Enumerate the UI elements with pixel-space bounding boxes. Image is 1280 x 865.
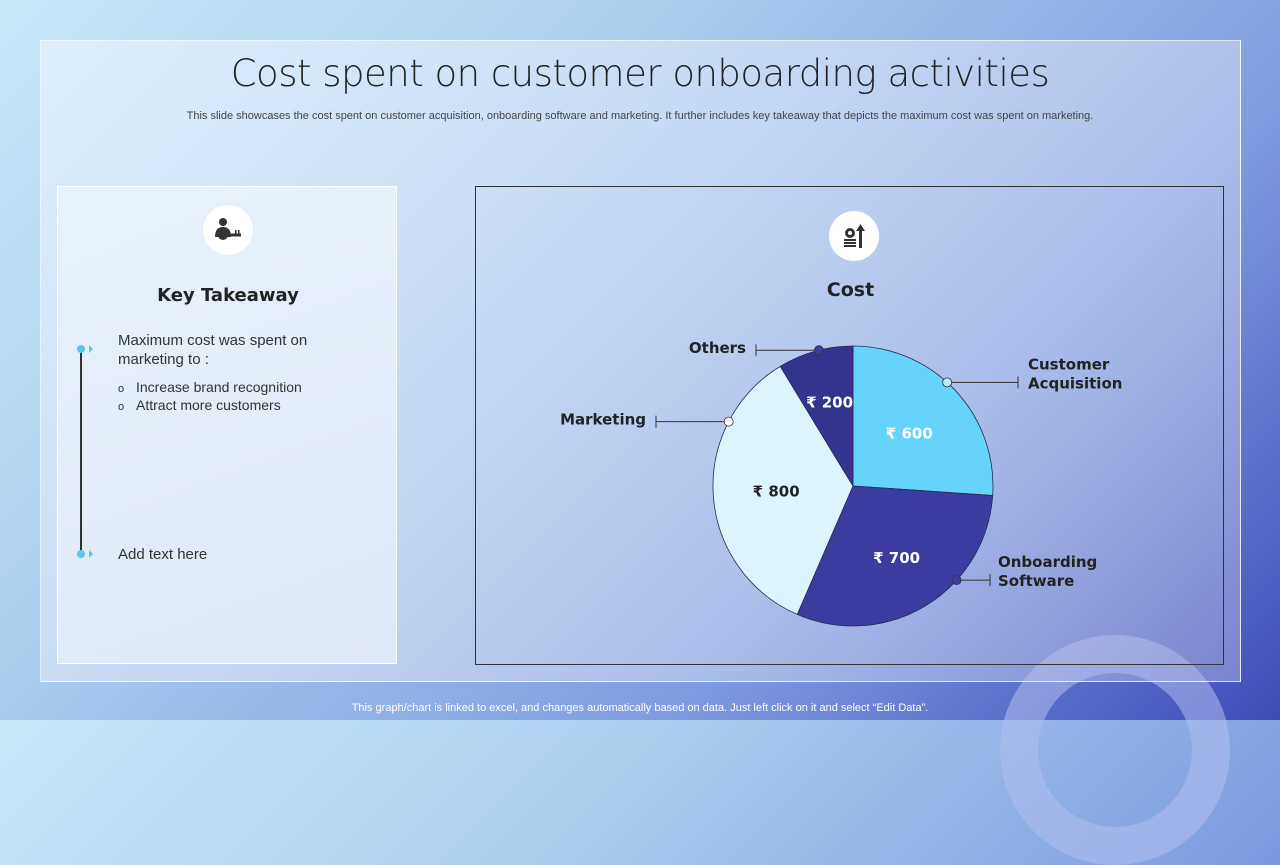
pie-slice[interactable] (796, 485, 994, 627)
bullet-item: o Increase brand recognition (118, 379, 302, 395)
timeline-arrow (89, 345, 93, 353)
key-takeaway-card: Key Takeaway Maximum cost was spent on m… (57, 186, 397, 664)
legend-label: Software (998, 572, 1074, 590)
pie-slice[interactable] (712, 365, 854, 615)
timeline-dot (77, 345, 85, 353)
cost-chart-card: Cost (475, 186, 1224, 665)
legend-label: Others (689, 339, 746, 357)
data-label: ₹ 800 (753, 482, 800, 500)
callout-dot (951, 575, 962, 586)
takeaway-main-text: Maximum cost was spent on marketing to : (118, 332, 308, 368)
timeline-dot (77, 550, 85, 558)
legend-label: Marketing (560, 411, 646, 429)
bullet-text: Attract more customers (136, 397, 281, 413)
page-title: Cost spent on customer onboarding activi… (230, 52, 1050, 95)
legend-label: Acquisition (1028, 374, 1122, 392)
callout-dot (942, 377, 953, 388)
add-text-placeholder[interactable]: Add text here (118, 546, 208, 563)
bullet-text: Increase brand recognition (136, 379, 302, 395)
page-subtitle: This slide showcases the cost spent on c… (186, 110, 1094, 122)
timeline-line (80, 349, 82, 554)
money-growth-icon (829, 211, 879, 261)
timeline-arrow (89, 550, 93, 558)
footer-note: This graph/chart is linked to excel, and… (351, 702, 929, 714)
data-label: ₹ 700 (873, 549, 920, 567)
key-takeaway-heading: Key Takeaway (157, 285, 299, 306)
legend-label: Customer (1028, 355, 1110, 373)
data-label: ₹ 600 (886, 424, 933, 442)
data-label: ₹ 200 (806, 393, 853, 411)
legend-label: Onboarding (998, 553, 1097, 571)
bullet-item: o Attract more customers (118, 397, 281, 413)
callout-dot (814, 345, 824, 356)
chart-title: Cost (826, 279, 875, 301)
pie-slice[interactable] (852, 345, 994, 496)
user-key-icon (203, 205, 253, 255)
callout-dot (723, 416, 734, 427)
